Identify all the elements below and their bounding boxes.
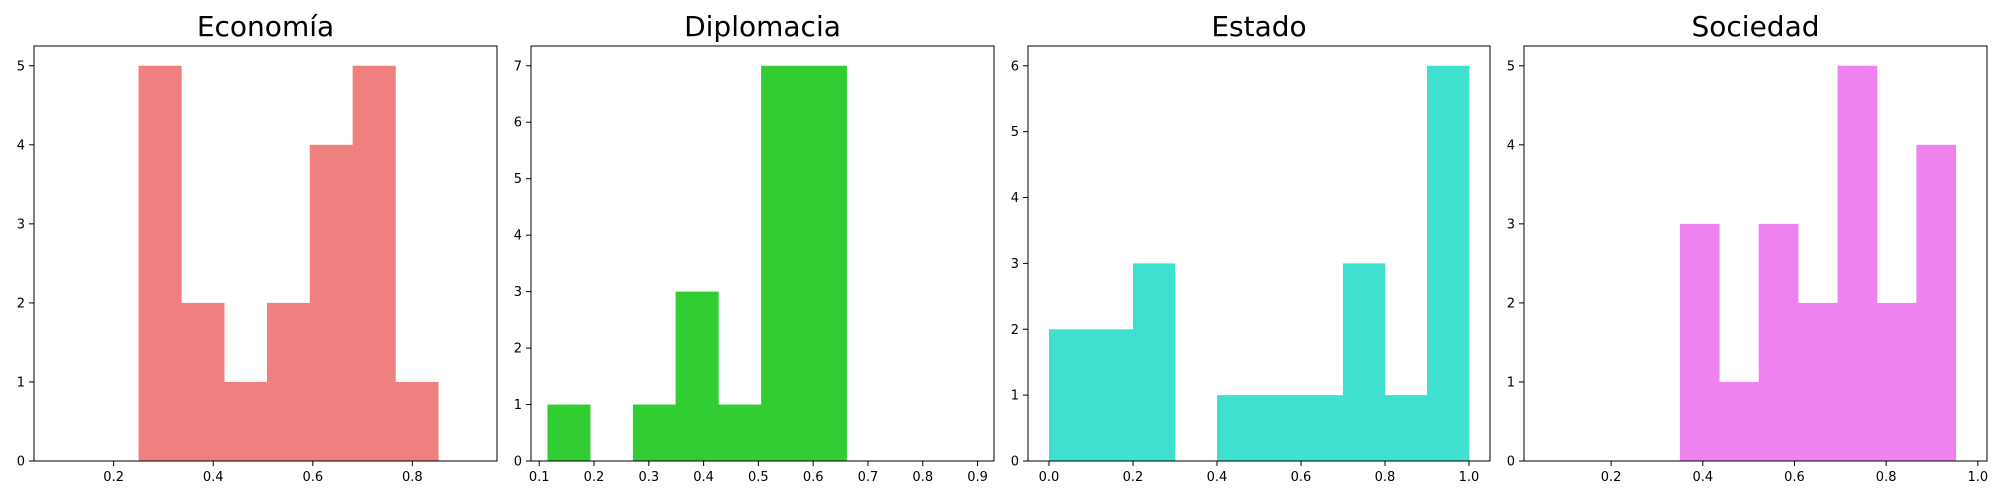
y-tick-label: 2 bbox=[1011, 323, 1019, 338]
panel-title: Diplomacia bbox=[684, 10, 841, 43]
histogram-bar bbox=[309, 144, 353, 462]
x-tick-label: 0.0 bbox=[1039, 470, 1060, 485]
x-tick-label: 1.0 bbox=[1967, 470, 1988, 485]
y-tick-label: 2 bbox=[17, 296, 25, 311]
x-tick-label: 1.0 bbox=[1459, 470, 1480, 485]
histogram-bar bbox=[761, 65, 805, 461]
x-tick-label: 0.4 bbox=[203, 470, 224, 485]
y-tick-label: 1 bbox=[514, 398, 522, 413]
y-tick-label: 3 bbox=[1507, 217, 1515, 232]
y-tick-label: 1 bbox=[17, 375, 25, 390]
x-tick-label: 0.2 bbox=[584, 470, 605, 485]
histogram-bar bbox=[1427, 65, 1470, 461]
y-tick-label: 1 bbox=[1507, 375, 1515, 390]
x-tick-label: 0.3 bbox=[638, 470, 659, 485]
x-tick-label: 0.8 bbox=[1375, 470, 1396, 485]
histogram-bar bbox=[224, 381, 268, 461]
x-tick-label: 0.6 bbox=[803, 470, 824, 485]
y-tick-label: 2 bbox=[514, 342, 522, 357]
y-tick-label: 3 bbox=[1011, 257, 1019, 272]
histogram-bar bbox=[675, 291, 719, 461]
x-tick-label: 0.9 bbox=[967, 470, 988, 485]
panel-economia: Economía 0.2 0.4 0.6 0.8 0 1 2 3 4 5 bbox=[17, 10, 498, 485]
x-tick-label: 0.6 bbox=[1291, 470, 1312, 485]
x-tick-label: 0.4 bbox=[1692, 470, 1713, 485]
x-tick-label: 0.6 bbox=[1784, 470, 1805, 485]
x-tick-label: 0.6 bbox=[302, 470, 323, 485]
histogram-bar bbox=[1837, 65, 1878, 461]
histogram-bar bbox=[1049, 329, 1092, 461]
y-tick-label: 6 bbox=[1011, 59, 1019, 74]
histogram-bar bbox=[1217, 395, 1260, 461]
histogram-bar bbox=[1385, 395, 1428, 461]
y-tick-label: 5 bbox=[514, 172, 522, 187]
y-tick-label: 6 bbox=[514, 116, 522, 131]
histogram-bar bbox=[1798, 302, 1838, 461]
panel-sociedad: Sociedad 0.2 0.4 0.6 0.8 1.0 0 1 2 3 4 5 bbox=[1507, 10, 1988, 485]
y-tick-label: 5 bbox=[1011, 125, 1019, 140]
histogram-bar bbox=[1876, 302, 1917, 461]
y-tick-label: 0 bbox=[1507, 455, 1515, 470]
panel-estado: Estado 0.0 0.2 0.4 0.6 0.8 1.0 0 1 2 3 4 5 6 bbox=[1011, 10, 1491, 485]
histogram-bar bbox=[1343, 263, 1386, 461]
x-tick-label: 0.2 bbox=[103, 470, 124, 485]
y-tick-label: 0 bbox=[17, 455, 25, 470]
panel-title: Estado bbox=[1211, 10, 1306, 43]
histogram-bar bbox=[395, 381, 439, 461]
y-tick-label: 4 bbox=[1011, 191, 1019, 206]
y-tick-label: 5 bbox=[1507, 59, 1515, 74]
x-tick-label: 0.2 bbox=[1601, 470, 1622, 485]
histogram-bar bbox=[1301, 395, 1344, 461]
histogram-bar bbox=[352, 65, 396, 461]
x-tick-label: 0.4 bbox=[1207, 470, 1228, 485]
panel-title: Economía bbox=[197, 10, 334, 43]
histogram-bar bbox=[1679, 223, 1720, 461]
histogram-bar bbox=[718, 404, 762, 461]
histogram-bar bbox=[1091, 329, 1134, 461]
x-tick-label: 0.5 bbox=[748, 470, 769, 485]
y-tick-label: 5 bbox=[17, 59, 25, 74]
y-tick-label: 7 bbox=[514, 59, 522, 74]
axes-frame bbox=[530, 45, 995, 462]
y-tick-label: 2 bbox=[1507, 296, 1515, 311]
histogram-bar bbox=[1259, 395, 1302, 461]
histogram-bar bbox=[181, 302, 225, 461]
x-tick-label: 0.2 bbox=[1123, 470, 1144, 485]
histogram-bar bbox=[138, 65, 182, 461]
y-tick-label: 4 bbox=[1507, 138, 1515, 153]
x-tick-label: 0.8 bbox=[402, 470, 423, 485]
histogram-bar bbox=[1133, 263, 1176, 461]
x-tick-label: 0.8 bbox=[912, 470, 933, 485]
histogram-bar bbox=[803, 65, 847, 461]
histogram-bar bbox=[1916, 144, 1957, 462]
axes-frame bbox=[33, 45, 498, 462]
y-tick-label: 0 bbox=[514, 455, 522, 470]
y-tick-label: 4 bbox=[17, 138, 25, 153]
x-tick-label: 0.7 bbox=[858, 470, 879, 485]
y-tick-label: 0 bbox=[1011, 455, 1019, 470]
axes-frame bbox=[1027, 45, 1491, 462]
panel-diplomacia: Diplomacia 0.1 0.2 0.3 0.4 0.5 0.6 0.7 0.8 0.9 0 1 2… bbox=[514, 10, 995, 485]
x-tick-label: 0.4 bbox=[693, 470, 714, 485]
x-tick-label: 0.8 bbox=[1876, 470, 1897, 485]
x-tick-label: 0.1 bbox=[529, 470, 550, 485]
histogram-bar bbox=[1758, 223, 1799, 461]
histogram-bar bbox=[547, 404, 591, 461]
y-tick-label: 3 bbox=[17, 217, 25, 232]
histogram-bar bbox=[1719, 381, 1760, 461]
panel-title: Sociedad bbox=[1691, 10, 1819, 43]
axes-frame bbox=[1523, 45, 1988, 462]
histogram-bar bbox=[266, 302, 311, 461]
y-tick-label: 4 bbox=[514, 229, 522, 244]
y-tick-label: 1 bbox=[1011, 389, 1019, 404]
histogram-bar bbox=[632, 404, 676, 461]
y-tick-label: 3 bbox=[514, 285, 522, 300]
